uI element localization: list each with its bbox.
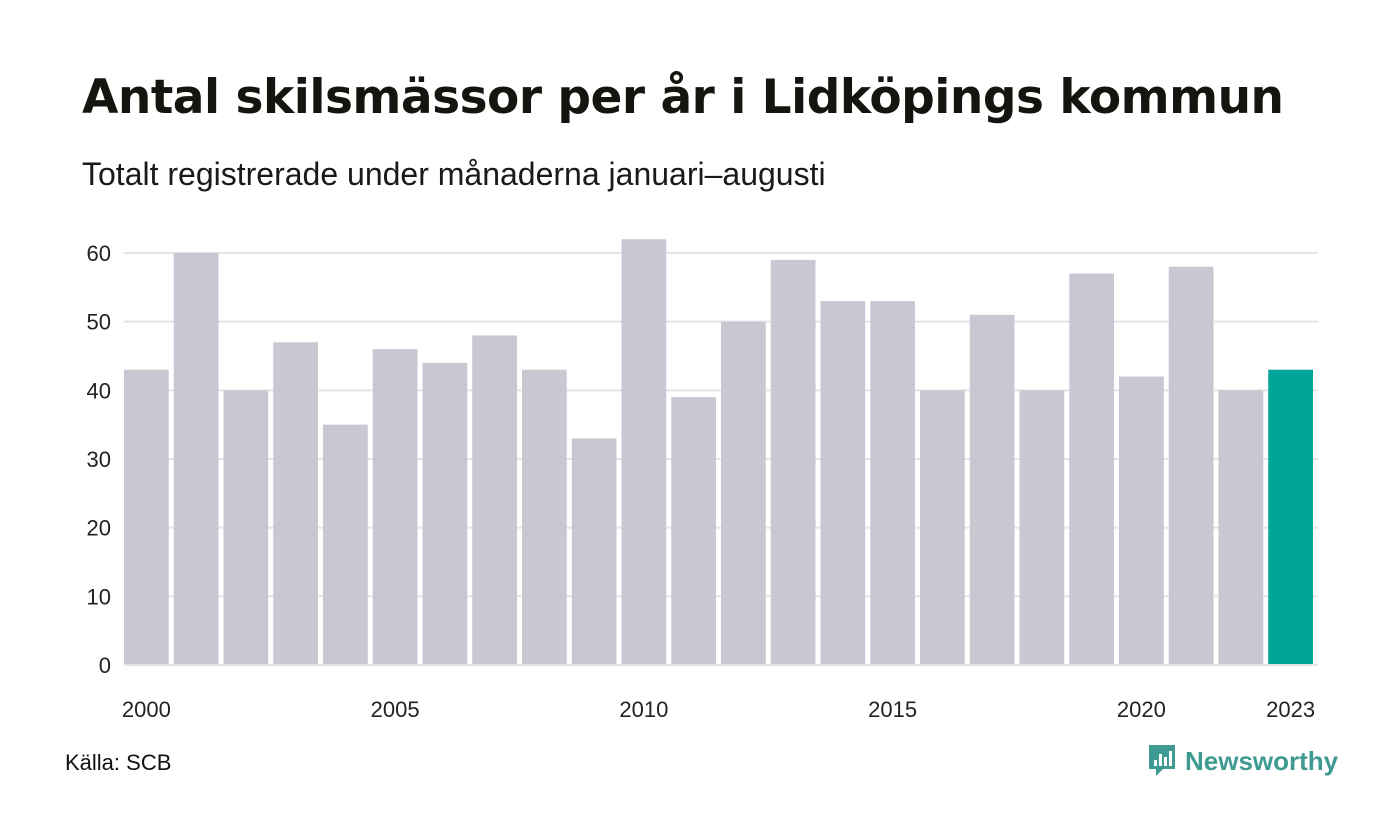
bar-2016 — [920, 390, 965, 665]
x-tick-label: 2000 — [122, 697, 171, 722]
bar-2023 — [1268, 369, 1313, 665]
bar-2017 — [969, 314, 1015, 665]
chart-title: Antal skilsmässor per år i Lidköpings ko… — [82, 70, 1284, 125]
y-tick-label: 50 — [87, 310, 111, 335]
y-tick-label: 0 — [99, 653, 111, 678]
bar-2001 — [173, 253, 219, 665]
x-tick-label: 2010 — [619, 697, 668, 722]
bar-2006 — [422, 362, 468, 665]
bar-2021 — [1168, 266, 1214, 665]
x-tick-label: 2005 — [371, 697, 420, 722]
bar-2009 — [571, 438, 617, 665]
chart-subtitle: Totalt registrerade under månaderna janu… — [82, 156, 826, 192]
y-tick-label: 10 — [87, 584, 111, 609]
bar-2012 — [721, 321, 766, 665]
x-tick-label: 2023 — [1266, 697, 1315, 722]
y-tick-label: 20 — [87, 516, 111, 541]
bar-2010 — [621, 239, 667, 665]
x-tick-label: 2020 — [1117, 697, 1166, 722]
bar-2018 — [1019, 390, 1065, 665]
bar-2020 — [1119, 376, 1164, 665]
newsworthy-logo-text: Newsworthy — [1185, 745, 1339, 776]
x-tick-label: 2015 — [868, 697, 917, 722]
bar-2013 — [770, 259, 816, 665]
y-tick-label: 40 — [87, 378, 111, 403]
bar-2003 — [273, 342, 318, 665]
bar-2000 — [124, 369, 169, 665]
bar-2022 — [1218, 390, 1264, 665]
bar-2002 — [223, 390, 269, 665]
bar-2014 — [820, 301, 866, 665]
y-tick-label: 60 — [87, 241, 111, 266]
newsworthy-logo-icon — [1149, 745, 1175, 776]
bar-2015 — [870, 301, 915, 665]
bar-2019 — [1069, 273, 1114, 665]
bar-2007 — [472, 335, 517, 665]
source-note: Källa: SCB — [65, 750, 172, 775]
bar-2004 — [323, 424, 368, 665]
newsworthy-logo: Newsworthy — [1147, 743, 1338, 779]
bar-2005 — [372, 349, 418, 665]
bar-2011 — [671, 397, 716, 665]
bar-2008 — [522, 369, 567, 665]
y-tick-label: 30 — [87, 447, 111, 472]
